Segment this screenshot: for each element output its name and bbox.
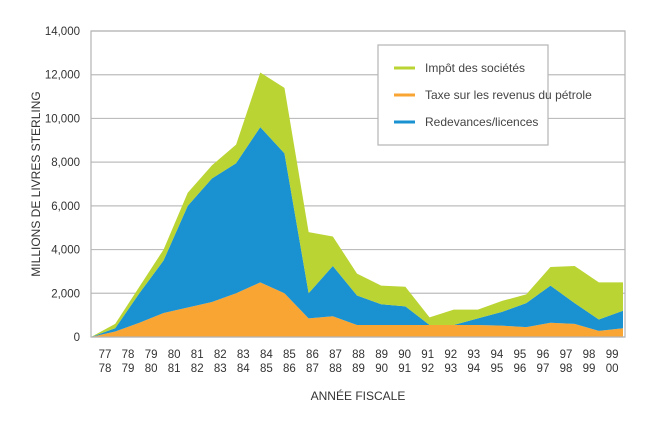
x-tick-label: 92	[421, 363, 434, 375]
x-tick-label: 85	[283, 349, 296, 361]
x-tick-label: 97	[560, 349, 573, 361]
x-tick-label: 86	[306, 349, 319, 361]
x-tick-label: 91	[421, 349, 434, 361]
x-tick-label: 82	[191, 363, 204, 375]
x-tick-label: 97	[537, 363, 550, 375]
x-tick-label: 98	[583, 349, 596, 361]
y-tick-label: 12,000	[45, 70, 80, 82]
x-tick-label: 84	[260, 349, 273, 361]
y-tick-label: 14,000	[45, 26, 80, 38]
x-tick-label: 78	[99, 363, 112, 375]
legend-label: Redevances/licences	[425, 115, 538, 129]
legend-label: Impôt des sociétés	[425, 61, 525, 75]
x-tick-label: 92	[444, 349, 457, 361]
y-tick-label: 0	[74, 332, 80, 344]
x-tick-label: 90	[398, 349, 411, 361]
y-axis-title: MILLIONS DE LIVRES STERLING	[29, 91, 43, 276]
x-tick-label: 89	[352, 363, 365, 375]
plot-border	[90, 30, 626, 338]
x-tick-label: 84	[237, 363, 250, 375]
x-tick-label: 87	[306, 363, 319, 375]
x-tick-label: 80	[145, 363, 158, 375]
x-tick-label: 91	[398, 363, 411, 375]
x-tick-label: 99	[583, 363, 596, 375]
x-axis-title: ANNÉE FISCALE	[311, 388, 406, 403]
x-tick-label: 77	[99, 349, 112, 361]
x-tick-label: 96	[537, 349, 550, 361]
x-tick-label: 88	[329, 363, 342, 375]
x-tick-label: 94	[467, 363, 480, 375]
x-tick-label: 98	[560, 363, 573, 375]
x-tick-label: 81	[191, 349, 204, 361]
area-series-0	[91, 282, 623, 337]
y-tick-label: 6,000	[51, 201, 80, 213]
x-tick-label: 95	[514, 349, 527, 361]
area-series-2	[91, 72, 623, 338]
x-tick-label: 82	[214, 349, 227, 361]
x-tick-label: 88	[352, 349, 365, 361]
y-tick-label: 8,000	[51, 157, 80, 169]
y-tick-label: 4,000	[51, 245, 80, 257]
x-tick-label: 80	[168, 349, 181, 361]
legend: Impôt des sociétés Taxe sur les revenus d…	[377, 44, 592, 146]
x-tick-label: 87	[329, 349, 342, 361]
x-tick-label: 83	[237, 349, 250, 361]
y-tick-label: 2,000	[51, 288, 80, 300]
x-tick-label: 94	[490, 349, 503, 361]
x-tick-label: 96	[514, 363, 527, 375]
x-tick-label: 86	[283, 363, 296, 375]
x-tick-label: 79	[122, 363, 135, 375]
x-tick-label: 85	[260, 363, 273, 375]
x-tick-label: 81	[168, 363, 181, 375]
x-tick-label: 99	[606, 349, 619, 361]
x-tick-labels: 77 78 78 79 79 80 80 81 81 82 82 83 83 84 84 85 85 86 86 87…	[99, 349, 619, 375]
y-tick-label: 10,000	[45, 113, 80, 125]
x-tick-label: 90	[375, 363, 388, 375]
x-tick-label: 93	[467, 349, 480, 361]
x-tick-label: 95	[490, 363, 503, 375]
x-tick-label: 83	[214, 363, 227, 375]
y-tick-labels: 0 2,000 4,000 6,000 8,000 10,000 12,000 14,000	[45, 26, 80, 344]
legend-label: Taxe sur les revenus du pétrole	[425, 88, 592, 102]
areas	[91, 72, 623, 338]
x-tick-label: 79	[145, 349, 158, 361]
x-tick-label: 93	[444, 363, 457, 375]
x-tick-label: 00	[606, 363, 619, 375]
x-tick-label: 89	[375, 349, 388, 361]
area-series-1	[91, 127, 623, 338]
x-tick-label: 78	[122, 349, 135, 361]
